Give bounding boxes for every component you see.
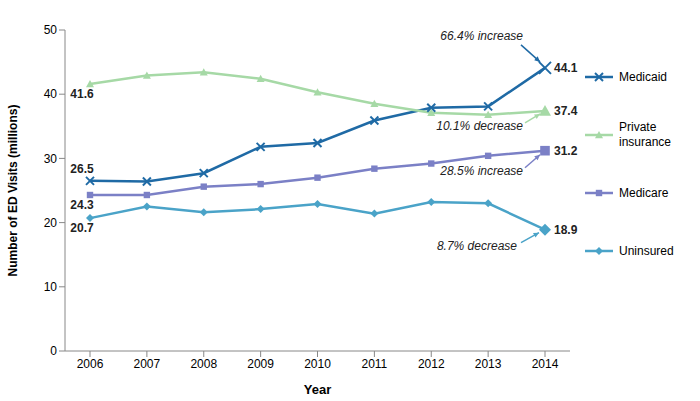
svg-text:10: 10	[44, 280, 58, 294]
svg-text:2011: 2011	[361, 357, 387, 371]
svg-text:28.5% increase: 28.5% increase	[439, 164, 523, 178]
svg-text:41.6: 41.6	[70, 87, 94, 101]
svg-text:2007: 2007	[134, 357, 161, 371]
svg-text:2010: 2010	[304, 357, 331, 371]
svg-text:31.2: 31.2	[554, 144, 578, 158]
svg-text:10.1% decrease: 10.1% decrease	[436, 119, 523, 133]
svg-text:2009: 2009	[247, 357, 274, 371]
svg-text:20: 20	[44, 216, 58, 230]
svg-text:2006: 2006	[77, 357, 104, 371]
svg-text:37.4: 37.4	[554, 104, 578, 118]
svg-text:24.3: 24.3	[70, 198, 94, 212]
svg-text:18.9: 18.9	[554, 223, 578, 237]
svg-text:26.5: 26.5	[70, 162, 94, 176]
html-text:Medicaid: Medicaid	[619, 69, 667, 84]
svg-text:0: 0	[50, 344, 57, 358]
svg-text:Number of ED Visits (millions): Number of ED Visits (millions)	[8, 105, 20, 277]
svg-text:44.1: 44.1	[554, 61, 578, 75]
html-text:Private insurance: Private insurance	[619, 120, 671, 149]
svg-text:50: 50	[44, 23, 58, 37]
svg-text:66.4% increase: 66.4% increase	[440, 29, 523, 43]
svg-text:2008: 2008	[190, 357, 217, 371]
svg-text:2012: 2012	[418, 357, 445, 371]
svg-text:Year: Year	[304, 382, 331, 397]
svg-text:8.7% decrease: 8.7% decrease	[437, 239, 517, 253]
svg-text:30: 30	[44, 152, 58, 166]
html-text:Uninsured: Uninsured	[619, 243, 674, 258]
html-text:Medicare: Medicare	[619, 185, 669, 200]
svg-text:2014: 2014	[532, 357, 559, 371]
svg-text:40: 40	[44, 87, 58, 101]
svg-text:2013: 2013	[475, 357, 502, 371]
svg-text:20.7: 20.7	[70, 221, 94, 235]
